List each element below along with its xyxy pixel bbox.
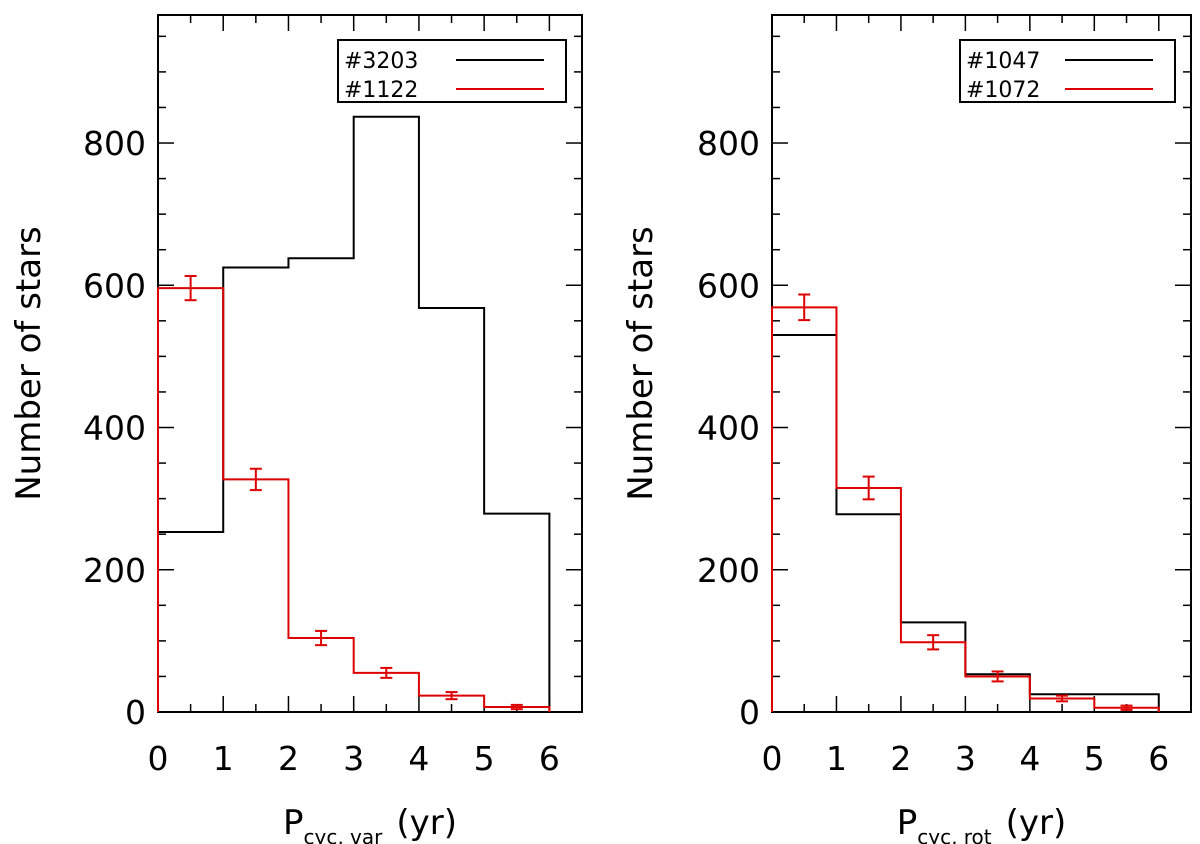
legend-box bbox=[337, 39, 567, 103]
histogram-series-2 bbox=[771, 306, 1160, 712]
x-axis-label: Pcyc, rot (yr) bbox=[897, 803, 1067, 844]
y-axis-label: Number of stars bbox=[621, 226, 661, 501]
x-tick-label: 6 bbox=[539, 739, 560, 778]
y-tick-label: 600 bbox=[697, 266, 760, 305]
x-tick-label: 2 bbox=[890, 739, 911, 778]
x-tick-label: 0 bbox=[762, 739, 783, 778]
chart-panel-1: 0 1 2 3 4 5 6 0 200 400 600 800 Number of stars Pcyc,… bbox=[9, 14, 583, 844]
plot-frame bbox=[157, 14, 583, 713]
x-tick-label: 4 bbox=[1019, 739, 1040, 778]
x-tick-label: 1 bbox=[213, 739, 234, 778]
y-tick-label: 0 bbox=[125, 693, 146, 732]
x-axis-label: Pcyc, var (yr) bbox=[283, 803, 457, 844]
legend-label: #1122 bbox=[344, 78, 418, 103]
histogram-series-2 bbox=[157, 287, 551, 712]
x-tick-label: 6 bbox=[1148, 739, 1169, 778]
y-tick-label: 0 bbox=[739, 693, 760, 732]
y-tick-label: 600 bbox=[83, 266, 146, 305]
x-tick-label: 4 bbox=[408, 739, 429, 778]
legend: #1047 #1072 bbox=[959, 39, 1176, 103]
legend-label: #3203 bbox=[344, 49, 418, 74]
y-axis-label: Number of stars bbox=[9, 226, 49, 501]
x-tick-label: 0 bbox=[148, 739, 169, 778]
plot-frame bbox=[771, 14, 1192, 713]
x-tick-label: 5 bbox=[474, 739, 495, 778]
legend: #3203 #1122 bbox=[337, 39, 567, 103]
y-tick-label: 200 bbox=[697, 551, 760, 590]
y-tick-label: 800 bbox=[697, 124, 760, 163]
x-tick-label: 1 bbox=[826, 739, 847, 778]
histogram-series-1 bbox=[157, 115, 551, 712]
legend-box bbox=[959, 39, 1176, 103]
x-tick-label: 3 bbox=[955, 739, 976, 778]
x-tick-label: 2 bbox=[278, 739, 299, 778]
x-tick-label: 5 bbox=[1084, 739, 1105, 778]
chart-panel-2: 0 1 2 3 4 5 6 0 200 400 600 800 Number of stars Pcyc,… bbox=[621, 14, 1192, 844]
y-tick-label: 400 bbox=[697, 409, 760, 448]
y-tick-label: 200 bbox=[83, 551, 146, 590]
y-tick-label: 800 bbox=[83, 124, 146, 163]
legend-label: #1072 bbox=[966, 78, 1040, 103]
legend-label: #1047 bbox=[966, 49, 1040, 74]
y-tick-label: 400 bbox=[83, 409, 146, 448]
x-tick-label: 3 bbox=[343, 739, 364, 778]
